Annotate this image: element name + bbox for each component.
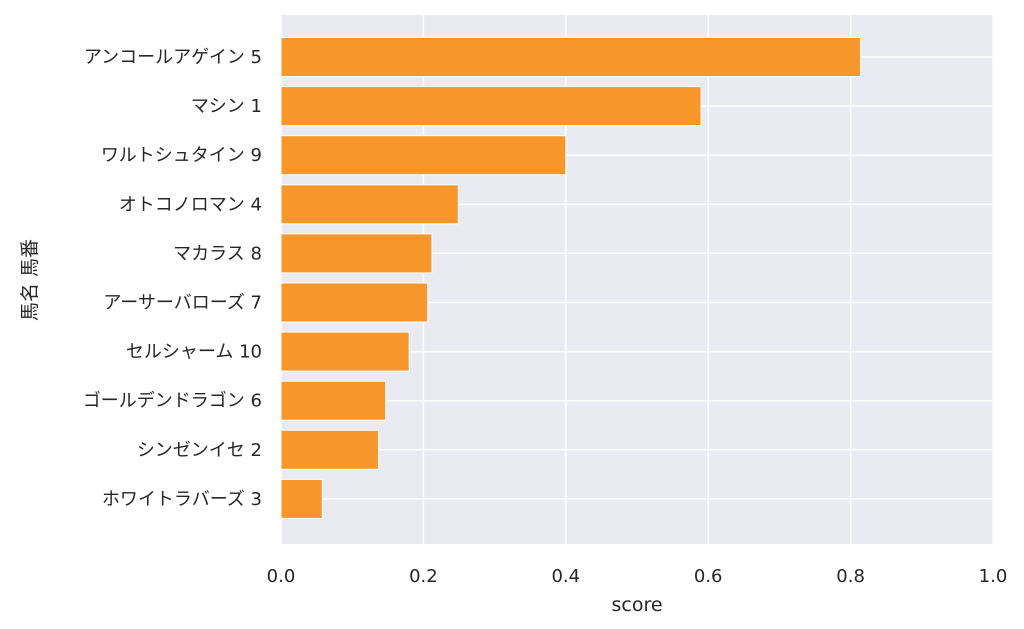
x-tick-labels: 0.0 0.2 0.4 0.6 0.8 1.0 [267, 566, 1008, 587]
y-tick-label: マカラス 8 [173, 243, 262, 264]
y-tick-label: シンゼンイセ 2 [137, 440, 262, 461]
x-tick-label: 0.8 [836, 566, 865, 587]
bar [280, 233, 433, 274]
bar [280, 37, 862, 77]
y-tick-label: マシン 1 [191, 96, 262, 117]
bar [280, 135, 567, 176]
x-tick-label: 0.2 [409, 566, 438, 587]
y-tick-label: ゴールデンドラゴン 6 [83, 391, 262, 412]
x-tick-label: 0.0 [267, 566, 296, 587]
x-tick-label: 0.6 [694, 566, 723, 587]
x-tick-label: 1.0 [979, 566, 1008, 587]
y-tick-label: ホワイトラバーズ 3 [102, 489, 262, 510]
y-axis-title: 馬名 馬番 [19, 239, 41, 321]
bar [280, 380, 387, 421]
x-tick-label: 0.4 [551, 566, 580, 587]
y-tick-label: アーサーバローズ 7 [103, 293, 262, 314]
y-tick-label: セルシャーム 10 [126, 342, 262, 363]
bars [280, 37, 862, 519]
x-axis-title: score [611, 594, 662, 616]
y-tick-label: ワルトシュタイン 9 [101, 145, 262, 166]
y-tick-labels: アンコールアゲイン 5 マシン 1 ワルトシュタイン 9 オトコノロマン 4 マカラス … [83, 47, 262, 510]
bar [280, 184, 459, 225]
bar [280, 331, 410, 372]
bar [280, 478, 323, 519]
y-tick-label: オトコノロマン 4 [119, 194, 262, 215]
bar [280, 429, 380, 470]
bar [280, 282, 429, 323]
y-tick-label: アンコールアゲイン 5 [84, 47, 262, 68]
bar [280, 86, 702, 127]
